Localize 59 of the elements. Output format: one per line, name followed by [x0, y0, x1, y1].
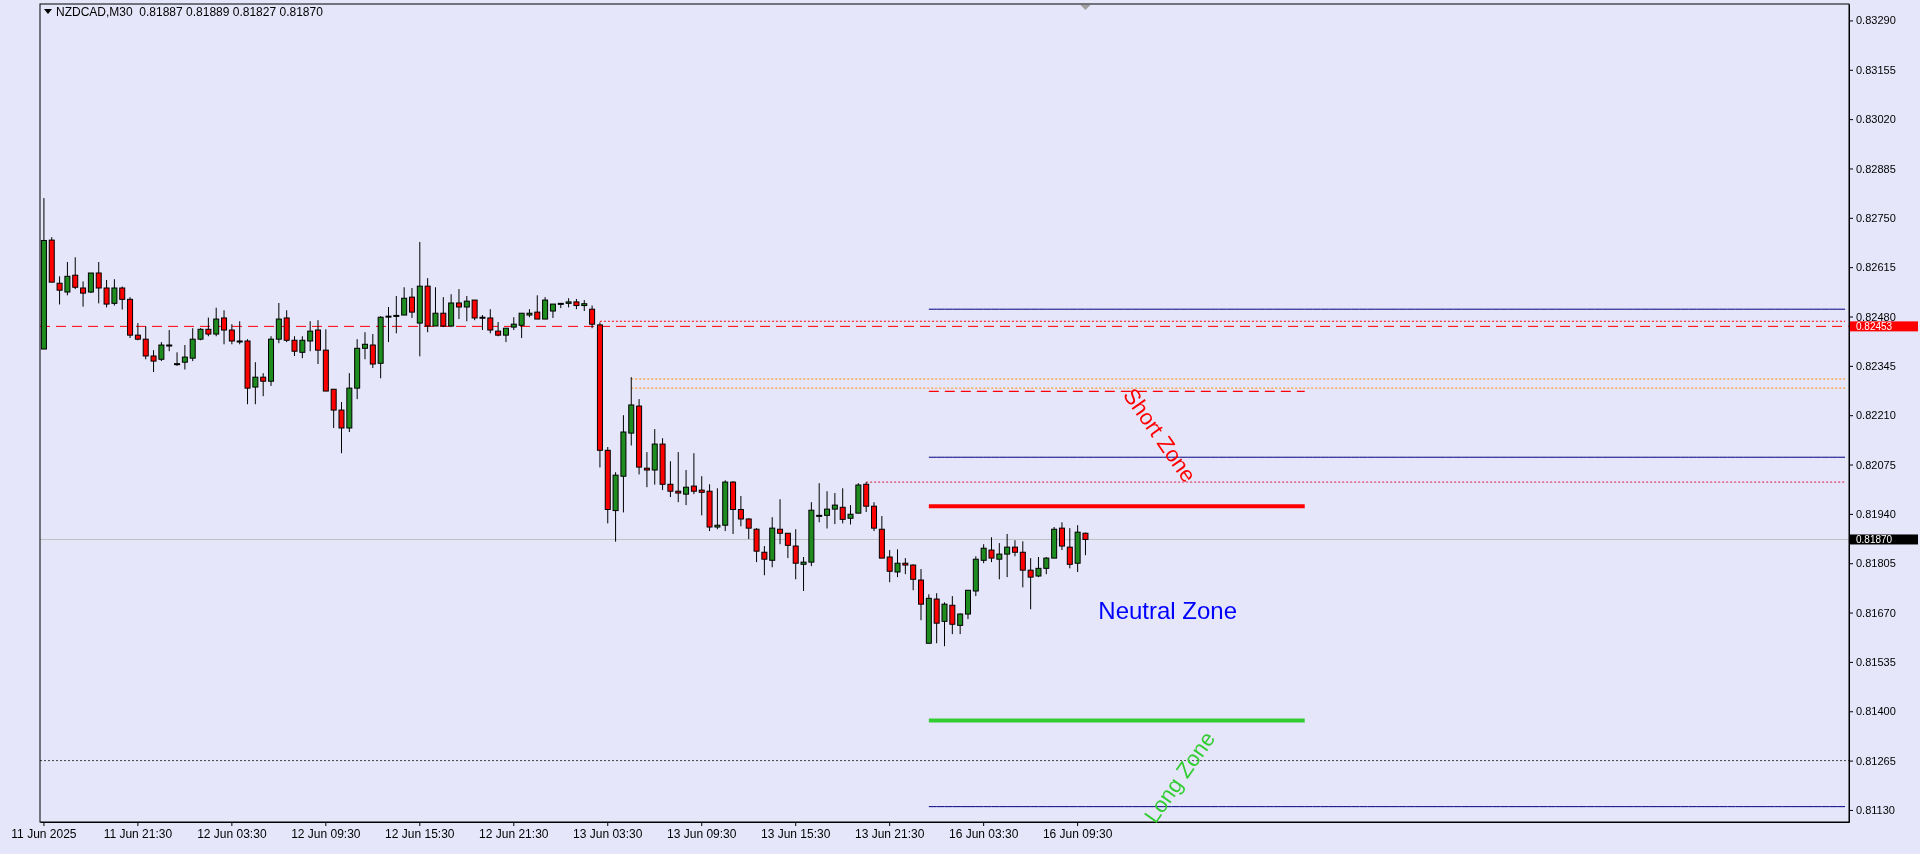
y-tick-label: 0.81940 [1856, 507, 1896, 520]
y-tick-label: 0.81535 [1856, 655, 1896, 668]
x-tick-label: 12 Jun 03:30 [197, 826, 267, 841]
candlestick [643, 451, 650, 488]
y-tick-label: 0.81805 [1856, 557, 1896, 570]
y-tick-label: 0.82750 [1856, 211, 1896, 224]
candlestick [448, 293, 455, 328]
x-tick-label: 12 Jun 09:30 [291, 826, 361, 841]
candlestick [1004, 533, 1011, 578]
y-tick-label: 0.81400 [1856, 705, 1896, 718]
candlestick [777, 498, 784, 545]
x-tick-label: 12 Jun 15:30 [385, 826, 455, 841]
y-tick-label: 0.83020 [1856, 113, 1896, 126]
candlestick [831, 492, 838, 525]
x-tick-label: 13 Jun 15:30 [761, 826, 831, 841]
y-tick-label: 0.83290 [1856, 14, 1896, 27]
x-tick-label: 12 Jun 21:30 [479, 826, 549, 841]
y-tick-label: 0.83155 [1856, 63, 1896, 76]
x-tick-label: 13 Jun 09:30 [667, 826, 737, 841]
candlestick [683, 469, 690, 506]
candlestick [542, 296, 549, 320]
y-tick-label: 0.82210 [1856, 409, 1896, 422]
x-tick-label: 11 Jun 21:30 [103, 826, 173, 841]
y-tick-label: 0.81265 [1856, 754, 1896, 767]
chart-title: NZDCAD,M30 0.81887 0.81889 0.81827 0.81870 [56, 5, 324, 19]
annotation: Neutral Zone [1098, 596, 1238, 624]
x-tick-label: 11 Jun 2025 [11, 826, 77, 841]
candlestick [957, 612, 964, 635]
candlestick [964, 589, 971, 620]
candlestick [174, 351, 181, 367]
ref-line-label: 0.82453 [1856, 320, 1893, 332]
y-tick-label: 0.82885 [1856, 162, 1896, 175]
candlestick [1058, 521, 1065, 551]
candlestick [737, 495, 744, 527]
x-tick-label: 13 Jun 03:30 [573, 826, 643, 841]
candlestick [401, 286, 408, 316]
candlestick [824, 490, 831, 529]
candlestick [784, 532, 791, 559]
x-tick-label: 16 Jun 03:30 [948, 826, 1019, 841]
ref-line-label: 0.81870 [1856, 533, 1893, 545]
candlestick [1011, 539, 1018, 557]
y-tick-label: 0.81670 [1856, 606, 1896, 619]
candlestick [753, 527, 760, 563]
y-tick-label: 0.82345 [1856, 359, 1896, 372]
candlestick [80, 280, 87, 308]
y-tick-label: 0.82480 [1856, 310, 1896, 323]
candlestick [275, 302, 282, 344]
candlestick [181, 344, 188, 370]
x-tick-label: 16 Jun 09:30 [1042, 826, 1113, 841]
candlestick [455, 288, 462, 320]
y-tick-label: 0.82075 [1856, 458, 1896, 471]
candlestick [871, 501, 878, 532]
candlestick [361, 331, 368, 360]
y-tick-label: 0.81130 [1856, 803, 1895, 816]
candlestick [408, 287, 415, 319]
y-tick-label: 0.82615 [1856, 261, 1896, 274]
candlestick [690, 452, 697, 495]
candlestick [745, 517, 752, 540]
x-tick-label: 13 Jun 21:30 [854, 826, 925, 841]
